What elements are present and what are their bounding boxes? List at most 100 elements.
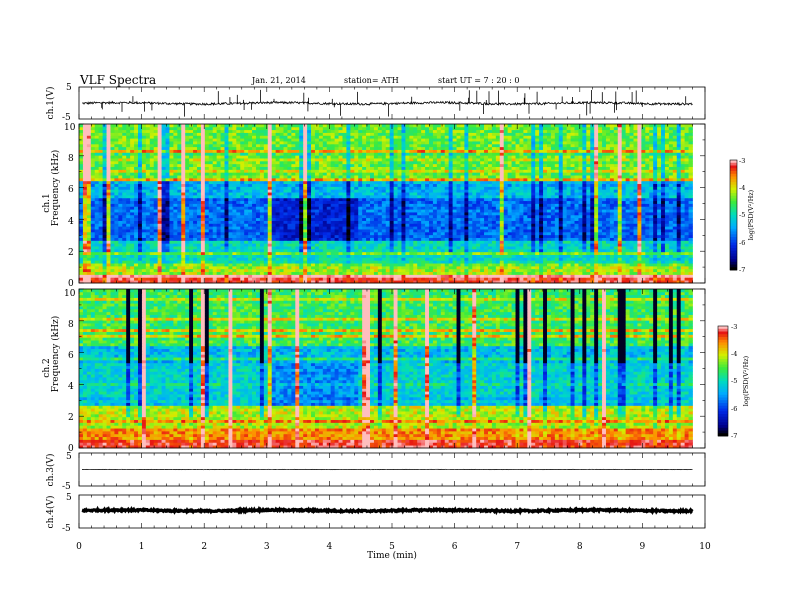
heatmap-cell [263, 257, 269, 261]
heatmap-cell [393, 223, 398, 227]
heatmap-cell [613, 248, 619, 253]
heatmap-cell [102, 254, 107, 258]
heatmap-cell [287, 194, 292, 199]
heatmap-cell [550, 274, 556, 278]
heatmap-cell [153, 248, 159, 253]
heatmap-cell [657, 200, 662, 204]
heatmap-cell [322, 246, 328, 250]
heatmap-cell [224, 243, 229, 247]
heatmap-cell [546, 226, 552, 230]
heatmap-cell [362, 203, 367, 207]
heatmap-cell [429, 229, 434, 233]
heatmap-cell [240, 206, 245, 210]
heatmap-cell [200, 212, 206, 216]
heatmap-cell [495, 265, 501, 270]
heatmap-cell [605, 280, 611, 284]
heatmap-cell [137, 231, 143, 236]
heatmap-cell [602, 274, 607, 278]
heatmap-cell [177, 212, 182, 216]
heatmap-cell [602, 240, 607, 244]
heatmap-cell [216, 237, 221, 241]
heatmap-cell [366, 220, 371, 224]
heatmap-cell [605, 220, 611, 224]
heatmap-cell [688, 257, 693, 261]
heatmap-cell [661, 265, 666, 270]
heatmap-cell [314, 217, 320, 221]
heatmap-cell [338, 197, 343, 202]
heatmap-cell [637, 200, 642, 204]
heatmap-cell [425, 237, 430, 241]
heatmap-cell [204, 268, 210, 273]
heatmap-cell [625, 220, 630, 224]
heatmap-cell [110, 251, 115, 256]
heatmap-cell [318, 231, 324, 236]
heatmap-cell [228, 237, 233, 241]
heatmap-cell [653, 212, 658, 216]
heatmap-cell [173, 248, 178, 253]
heatmap-cell [90, 209, 96, 213]
heatmap-cell [157, 277, 162, 281]
heatmap-cell [476, 206, 481, 210]
heatmap-cell [672, 206, 678, 210]
heatmap-cell [220, 246, 225, 250]
heatmap-cell [326, 246, 332, 250]
heatmap-cell [122, 214, 127, 219]
heatmap-cell [318, 271, 324, 275]
heatmap-cell [350, 206, 355, 210]
heatmap-cell [550, 209, 556, 213]
heatmap-cell [137, 246, 143, 250]
heatmap-cell [189, 277, 194, 281]
heatmap-cell [393, 257, 398, 261]
heatmap-cell [409, 203, 414, 207]
heatmap-cell [543, 251, 548, 256]
heatmap-cell [491, 197, 497, 202]
heatmap-cell [137, 271, 143, 275]
heatmap-cell [578, 248, 583, 253]
heatmap-cell [464, 246, 469, 250]
heatmap-cell [334, 240, 339, 244]
heatmap-cell [177, 280, 182, 284]
heatmap-cell [578, 217, 583, 221]
heatmap-cell [385, 257, 391, 261]
heatmap-cell [649, 214, 654, 219]
heatmap-cell [609, 246, 615, 250]
heatmap-cell [684, 237, 689, 241]
header-start-time: start UT = 7 : 20 : 0 [438, 76, 519, 85]
heatmap-cell [527, 220, 532, 224]
heatmap-cell [322, 260, 328, 264]
heatmap-cell [130, 231, 135, 236]
heatmap-cell [228, 246, 233, 250]
heatmap-cell [657, 265, 662, 270]
heatmap-cell [649, 226, 654, 230]
heatmap-cell [153, 280, 159, 284]
heatmap-cell [118, 220, 123, 224]
heatmap-cell [425, 194, 430, 199]
heatmap-cell [224, 212, 229, 216]
heatmap-cell [385, 246, 391, 250]
heatmap-cell [605, 206, 611, 210]
heatmap-cell [153, 229, 159, 233]
heatmap-cell [358, 203, 363, 207]
heatmap-cell [507, 271, 512, 275]
heatmap-cell [397, 265, 402, 270]
heatmap-cell [342, 265, 347, 270]
heatmap-cell [598, 246, 603, 250]
heatmap-cell [177, 268, 182, 273]
heatmap-cell [126, 257, 131, 261]
heatmap-cell [141, 197, 147, 202]
heatmap-cell [511, 226, 516, 230]
heatmap-cell [401, 260, 406, 264]
heatmap-cell [204, 192, 210, 196]
heatmap-cell [527, 246, 532, 250]
heatmap-cell [322, 226, 328, 230]
heatmap-cell [590, 194, 595, 199]
heatmap-cell [421, 280, 426, 284]
heatmap-cell [503, 251, 509, 256]
heatmap-cell [373, 194, 379, 199]
heatmap-cell [122, 197, 127, 202]
heatmap-cell [240, 274, 245, 278]
heatmap-cell [252, 206, 257, 210]
heatmap-cell [106, 203, 111, 207]
heatmap-cell [153, 243, 159, 247]
heatmap-cell [613, 194, 619, 199]
